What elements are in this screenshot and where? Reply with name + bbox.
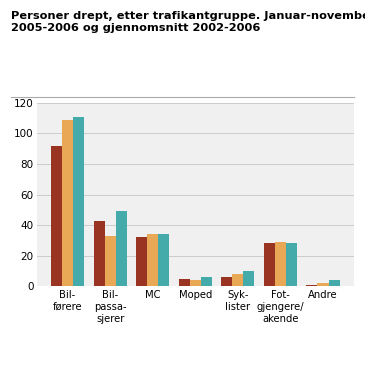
Bar xyxy=(51,146,62,286)
Bar xyxy=(116,211,127,286)
Text: Personer drept, etter trafikantgruppe. Januar-november
2005-2006 og gjennomsnitt: Personer drept, etter trafikantgruppe. J… xyxy=(11,11,365,33)
Bar xyxy=(93,221,105,286)
Bar xyxy=(221,277,232,286)
Bar xyxy=(264,243,275,286)
Bar xyxy=(147,234,158,286)
Bar xyxy=(190,280,201,286)
Bar xyxy=(232,274,243,286)
Bar xyxy=(158,234,169,286)
Bar xyxy=(286,243,297,286)
Bar xyxy=(73,117,84,286)
Bar xyxy=(306,285,318,286)
Bar xyxy=(275,242,286,286)
Bar xyxy=(328,280,339,286)
Bar xyxy=(62,120,73,286)
Bar xyxy=(201,277,212,286)
Bar xyxy=(105,236,116,286)
Bar xyxy=(136,237,147,286)
Bar xyxy=(318,283,328,286)
Bar xyxy=(179,279,190,286)
Bar xyxy=(243,271,254,286)
